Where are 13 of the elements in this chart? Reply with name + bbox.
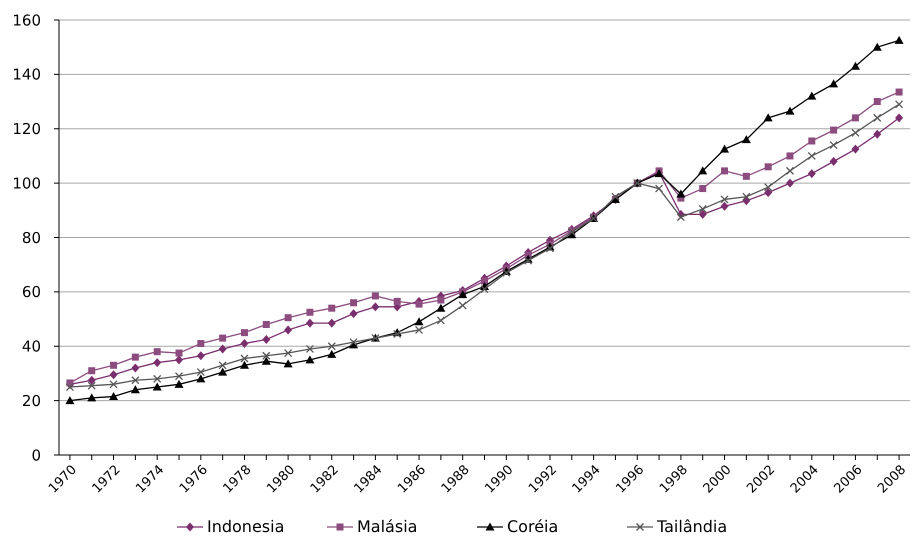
y-tick-label: 20 bbox=[22, 392, 41, 410]
legend-label: Tailândia bbox=[656, 517, 728, 536]
y-tick-label: 0 bbox=[31, 446, 41, 464]
legend-label: Malásia bbox=[357, 517, 418, 536]
y-tick-label: 60 bbox=[22, 283, 41, 302]
y-tick-label: 100 bbox=[12, 174, 41, 192]
y-tick-label: 120 bbox=[12, 120, 41, 138]
legend-label: Coréia bbox=[507, 517, 558, 536]
y-tick-label: 40 bbox=[22, 338, 41, 356]
y-tick-label: 140 bbox=[12, 66, 41, 84]
legend-label: Indonesia bbox=[207, 517, 284, 536]
y-tick-label: 80 bbox=[22, 228, 41, 247]
y-tick-label: 160 bbox=[12, 11, 41, 30]
